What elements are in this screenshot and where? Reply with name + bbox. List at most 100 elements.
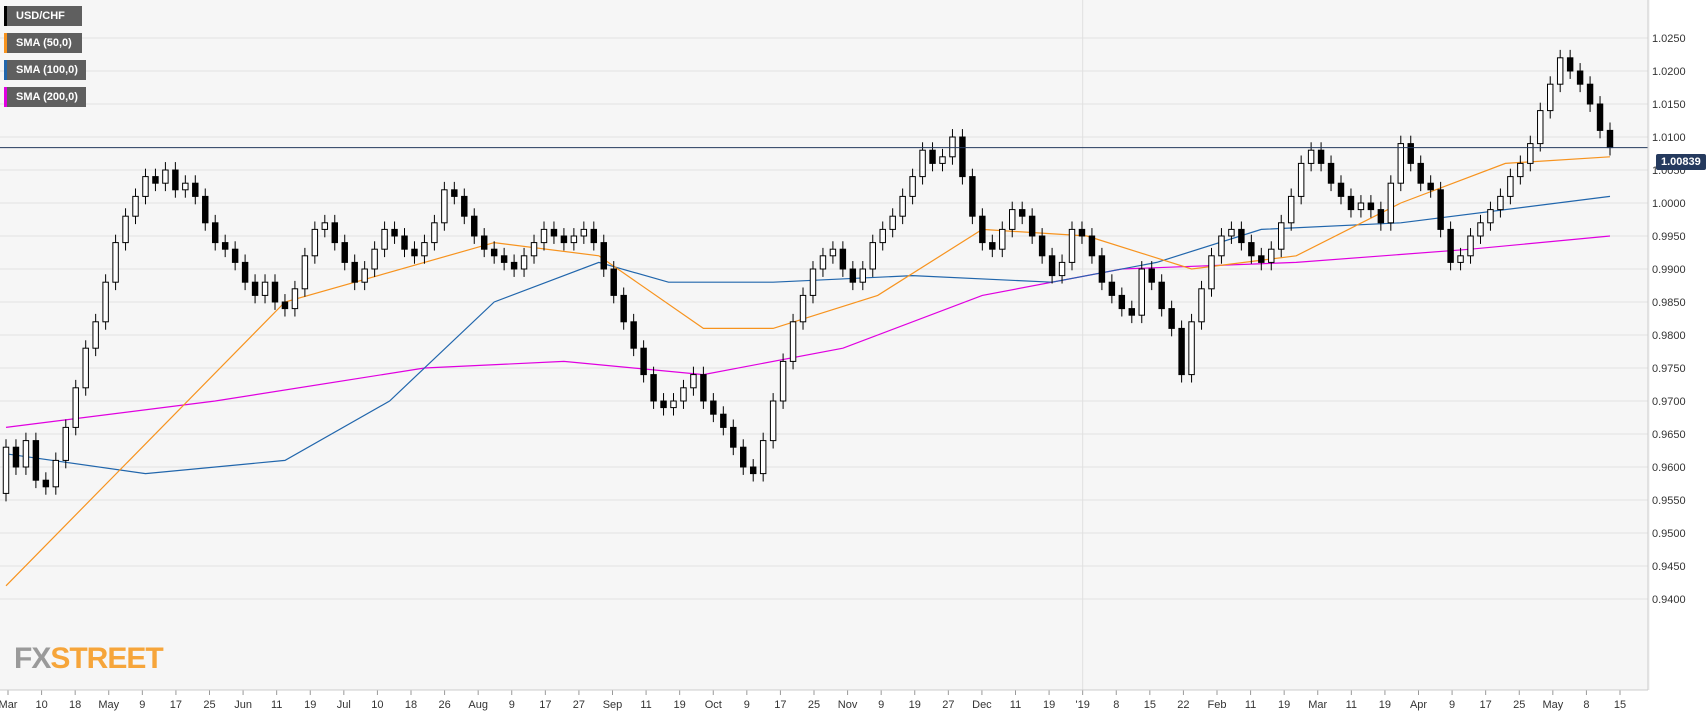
candle-body: [879, 228, 886, 244]
legend-item-sma200[interactable]: SMA (200,0): [4, 87, 86, 107]
x-tick-label: 25: [808, 699, 820, 711]
candle-body: [740, 446, 747, 468]
candle-body: [869, 242, 876, 270]
candle-body: [132, 195, 139, 217]
x-tick-label: 19: [304, 699, 316, 711]
candle-body: [1218, 235, 1225, 257]
candle-body: [640, 347, 647, 376]
x-tick-label: 17: [539, 699, 551, 711]
y-tick-label: 0.9850: [1652, 297, 1686, 309]
candle-body: [510, 261, 518, 270]
x-tick-label: 11: [1346, 699, 1357, 711]
candle-body: [1068, 228, 1076, 263]
candle-body: [1158, 281, 1165, 310]
legend-item-sma100[interactable]: SMA (100,0): [4, 60, 86, 80]
candle-body: [1487, 209, 1494, 224]
candle-body: [1297, 162, 1305, 197]
candle-body: [550, 228, 558, 237]
candle-body: [1467, 235, 1474, 257]
x-tick-label: 19: [909, 699, 921, 711]
candle-body: [1088, 235, 1096, 257]
candle-body: [1347, 195, 1355, 211]
y-tick-label: 0.9900: [1652, 264, 1686, 276]
x-tick-label: 27: [573, 699, 585, 711]
x-tick-label: May: [98, 699, 119, 711]
x-tick-label: 17: [1480, 699, 1492, 711]
candle-body: [819, 255, 827, 270]
candle-body: [749, 466, 757, 475]
candle-body: [620, 294, 627, 323]
x-tick-label: 15: [1614, 699, 1626, 711]
candle-body: [381, 228, 388, 250]
logo-fx: FX: [14, 642, 51, 675]
x-tick-label: Mar: [0, 699, 18, 711]
candle-body: [630, 321, 637, 349]
candle-body: [680, 387, 687, 402]
x-tick-label: 19: [1379, 699, 1391, 711]
candle-body: [261, 281, 269, 296]
candlesticks: [2, 49, 1614, 502]
candle-body: [859, 268, 867, 283]
candle-body: [1556, 57, 1564, 85]
candle-body: [1038, 235, 1046, 257]
candle-body: [979, 215, 986, 244]
candle-body: [759, 440, 767, 475]
candle-body: [779, 360, 787, 402]
candle-body: [1278, 222, 1285, 250]
candle-body: [1547, 83, 1554, 112]
candle-body: [1397, 143, 1405, 184]
candle-body: [580, 228, 588, 237]
candle-body: [1537, 110, 1544, 145]
sma-200-line: [5, 235, 1611, 428]
candle-body: [1307, 149, 1315, 164]
candle-body: [889, 215, 896, 230]
candle-body: [52, 459, 60, 488]
candle-body: [600, 242, 607, 270]
x-tick-label: 9: [878, 699, 884, 711]
candle-body: [241, 261, 249, 283]
candle-body: [849, 268, 857, 283]
y-tick-label: 0.9400: [1652, 594, 1686, 606]
candle-body: [769, 400, 777, 442]
candle-body: [610, 268, 617, 296]
candle-body: [1447, 228, 1454, 263]
x-tick-label: 8: [1113, 699, 1119, 711]
y-tick-label: 0.9500: [1652, 528, 1686, 540]
candle-body: [1586, 83, 1594, 105]
y-tick-label: 0.9950: [1652, 231, 1686, 243]
x-tick-label: Feb: [1208, 699, 1227, 711]
x-tick-label: 9: [139, 699, 145, 711]
candle-body: [1148, 268, 1155, 283]
candle-body: [251, 281, 259, 296]
candle-body: [1287, 195, 1295, 224]
x-tick-label: 11: [1245, 699, 1256, 711]
candle-body: [351, 261, 358, 283]
candle-body: [1138, 268, 1145, 316]
candle-body: [231, 248, 239, 263]
legend-item-usdchf[interactable]: USD/CHF: [4, 6, 82, 26]
logo-street: STREET: [50, 642, 163, 675]
x-tick-label: 11: [640, 699, 651, 711]
candle-body: [451, 189, 458, 197]
candle-body: [999, 228, 1006, 250]
candle-body: [1208, 255, 1215, 290]
x-tick-label: 9: [744, 699, 750, 711]
x-tick-label: 19: [674, 699, 686, 711]
candle-body: [1009, 209, 1016, 230]
x-tick-label: 10: [371, 699, 383, 711]
candle-body: [1078, 228, 1086, 237]
legend-item-sma50[interactable]: SMA (50,0): [4, 33, 82, 53]
candle-body: [1427, 182, 1434, 191]
candle-body: [560, 235, 568, 244]
candle-body: [1268, 248, 1275, 263]
candle-body: [1198, 288, 1205, 323]
x-tick-label: 9: [1449, 699, 1455, 711]
candle-body: [919, 149, 926, 178]
candle-body: [211, 222, 219, 244]
x-tick-label: 18: [405, 699, 417, 711]
candle-body: [730, 426, 737, 448]
candle-body: [271, 281, 279, 303]
candle-body: [281, 301, 289, 310]
candle-body: [391, 228, 398, 237]
candle-body: [221, 242, 229, 250]
